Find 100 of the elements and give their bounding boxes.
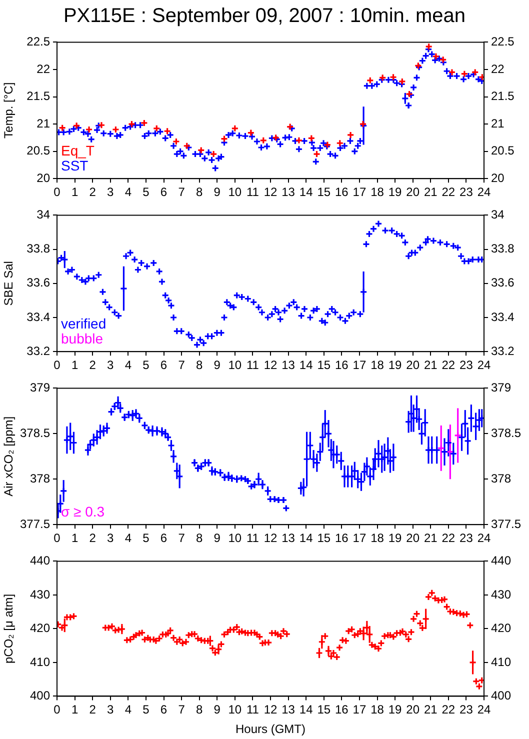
x-tick-label: 8 [196, 531, 203, 546]
x-tick-label: 20 [406, 531, 420, 546]
x-tick-label: 20 [406, 185, 420, 200]
legend-label: bubble [61, 330, 104, 346]
x-tick-label: 9 [214, 531, 221, 546]
y2-tick-label: 33.4 [491, 310, 515, 324]
x-tick-label: 16 [334, 531, 349, 546]
y2-tick-label: 21 [491, 116, 505, 130]
y2-tick-label: 379 [491, 380, 512, 395]
x-tick-label: 4 [124, 531, 132, 546]
series-label: SST [61, 157, 89, 174]
x-tick-label: 7 [178, 185, 186, 200]
x-tick-label: 17 [352, 702, 366, 717]
x-tick-label: 1 [71, 702, 78, 717]
x-tick-label: 10 [228, 702, 242, 717]
x-tick-label: 2 [89, 531, 96, 546]
x-tick-label: 2 [89, 358, 96, 372]
y2-tick-label: 33.6 [491, 276, 515, 290]
x-tick-label: 10 [228, 185, 242, 200]
x-tick-label: 21 [424, 185, 438, 200]
x-tick-label: 7 [178, 531, 186, 546]
x-tick-label: 19 [388, 185, 402, 200]
x-tick-label: 3 [107, 358, 114, 372]
x-tick-label: 2 [89, 185, 96, 200]
x-tick-label: 21 [424, 531, 438, 546]
y-tick-label: 33.6 [26, 276, 50, 290]
y2-tick-label: 33.8 [491, 242, 515, 256]
x-tick-label: 8 [196, 185, 203, 200]
x-tick-label: 24 [477, 185, 491, 200]
x-tick-label: 0 [54, 358, 61, 372]
x-tick-label: 11 [246, 185, 260, 200]
x-tick-label: 12 [264, 702, 278, 717]
x-tick-label: 20 [406, 702, 420, 717]
x-tick-label: 16 [334, 358, 349, 372]
x-tick-label: 24 [477, 358, 491, 372]
x-tick-label: 17 [352, 185, 366, 200]
x-tick-label: 22 [442, 531, 456, 546]
x-tick-label: 17 [352, 358, 366, 372]
y2-tick-label: 33.2 [491, 344, 515, 358]
x-tick-label: 0 [54, 531, 61, 546]
x-tick-label: 9 [214, 185, 221, 200]
x-tick-label: 22 [442, 702, 456, 717]
y-tick-label: 410 [30, 654, 50, 669]
y-tick-label: 20 [36, 170, 50, 185]
x-tick-label: 9 [214, 358, 221, 372]
x-tick-label: 18 [370, 531, 384, 546]
x-tick-label: 3 [107, 702, 114, 717]
x-tick-label: 23 [460, 702, 474, 717]
y2-tick-label: 20 [491, 170, 505, 185]
x-tick-label: 5 [142, 531, 150, 546]
y2-tick-label: 378 [491, 471, 512, 486]
y-axis-title: pCO₂ [μ atm] [2, 594, 16, 664]
x-tick-label: 11 [246, 531, 260, 546]
y2-tick-label: 400 [491, 688, 512, 703]
y-tick-label: 400 [30, 688, 50, 703]
y2-tick-label: 22.5 [491, 34, 515, 49]
x-tick-label: 13 [282, 702, 296, 717]
y-tick-label: 440 [30, 554, 50, 568]
chart-title: PX115E : September 09, 2007 : 10min. mean [62, 4, 467, 29]
x-tick-label: 16 [334, 702, 349, 717]
x-tick-label: 21 [424, 358, 438, 372]
x-tick-label: 22 [442, 185, 456, 200]
y-tick-label: 22 [36, 62, 50, 76]
x-tick-label: 6 [160, 531, 168, 546]
x-tick-label: 5 [142, 185, 150, 200]
x-tick-label: 8 [196, 358, 203, 372]
x-tick-label: 4 [124, 702, 132, 717]
x-tick-label: 0 [54, 702, 61, 717]
x-tick-label: 6 [160, 185, 168, 200]
x-tick-label: 7 [178, 702, 186, 717]
y-tick-label: 379 [30, 380, 50, 395]
x-tick-label: 23 [460, 358, 474, 372]
x-tick-label: 10 [228, 531, 242, 546]
y-axis-title: Temp. [°C] [2, 82, 16, 138]
x-tick-label: 12 [264, 358, 278, 372]
y2-tick-label: 20.5 [491, 144, 515, 158]
x-tick-label: 6 [160, 358, 168, 372]
series-label: verified [61, 315, 106, 332]
x-tick-label: 14 [299, 358, 314, 372]
x-tick-label: 14 [299, 702, 314, 717]
y2-tick-label: 430 [491, 587, 512, 602]
x-tick-label: 19 [388, 702, 402, 717]
x-tick-label: 13 [282, 531, 296, 546]
y-tick-label: 22.5 [26, 34, 50, 49]
x-tick-label: 1 [71, 358, 78, 372]
x-tick-label: 2 [89, 702, 96, 717]
x-tick-label: 13 [282, 358, 296, 372]
x-tick-label: 19 [388, 358, 402, 372]
x-axis-title: Hours (GMT) [236, 722, 306, 736]
x-tick-label: 5 [142, 702, 150, 717]
x-tick-label: 18 [370, 185, 384, 200]
x-tick-label: 15 [317, 702, 331, 717]
y-tick-label: 21 [36, 116, 50, 130]
x-tick-label: 22 [442, 358, 456, 372]
x-tick-label: 15 [317, 185, 331, 200]
x-tick-label: 20 [406, 358, 420, 372]
y2-tick-label: 440 [491, 554, 512, 568]
y-tick-label: 430 [30, 587, 50, 602]
y2-tick-label: 21.5 [491, 89, 515, 104]
x-tick-label: 16 [334, 185, 349, 200]
